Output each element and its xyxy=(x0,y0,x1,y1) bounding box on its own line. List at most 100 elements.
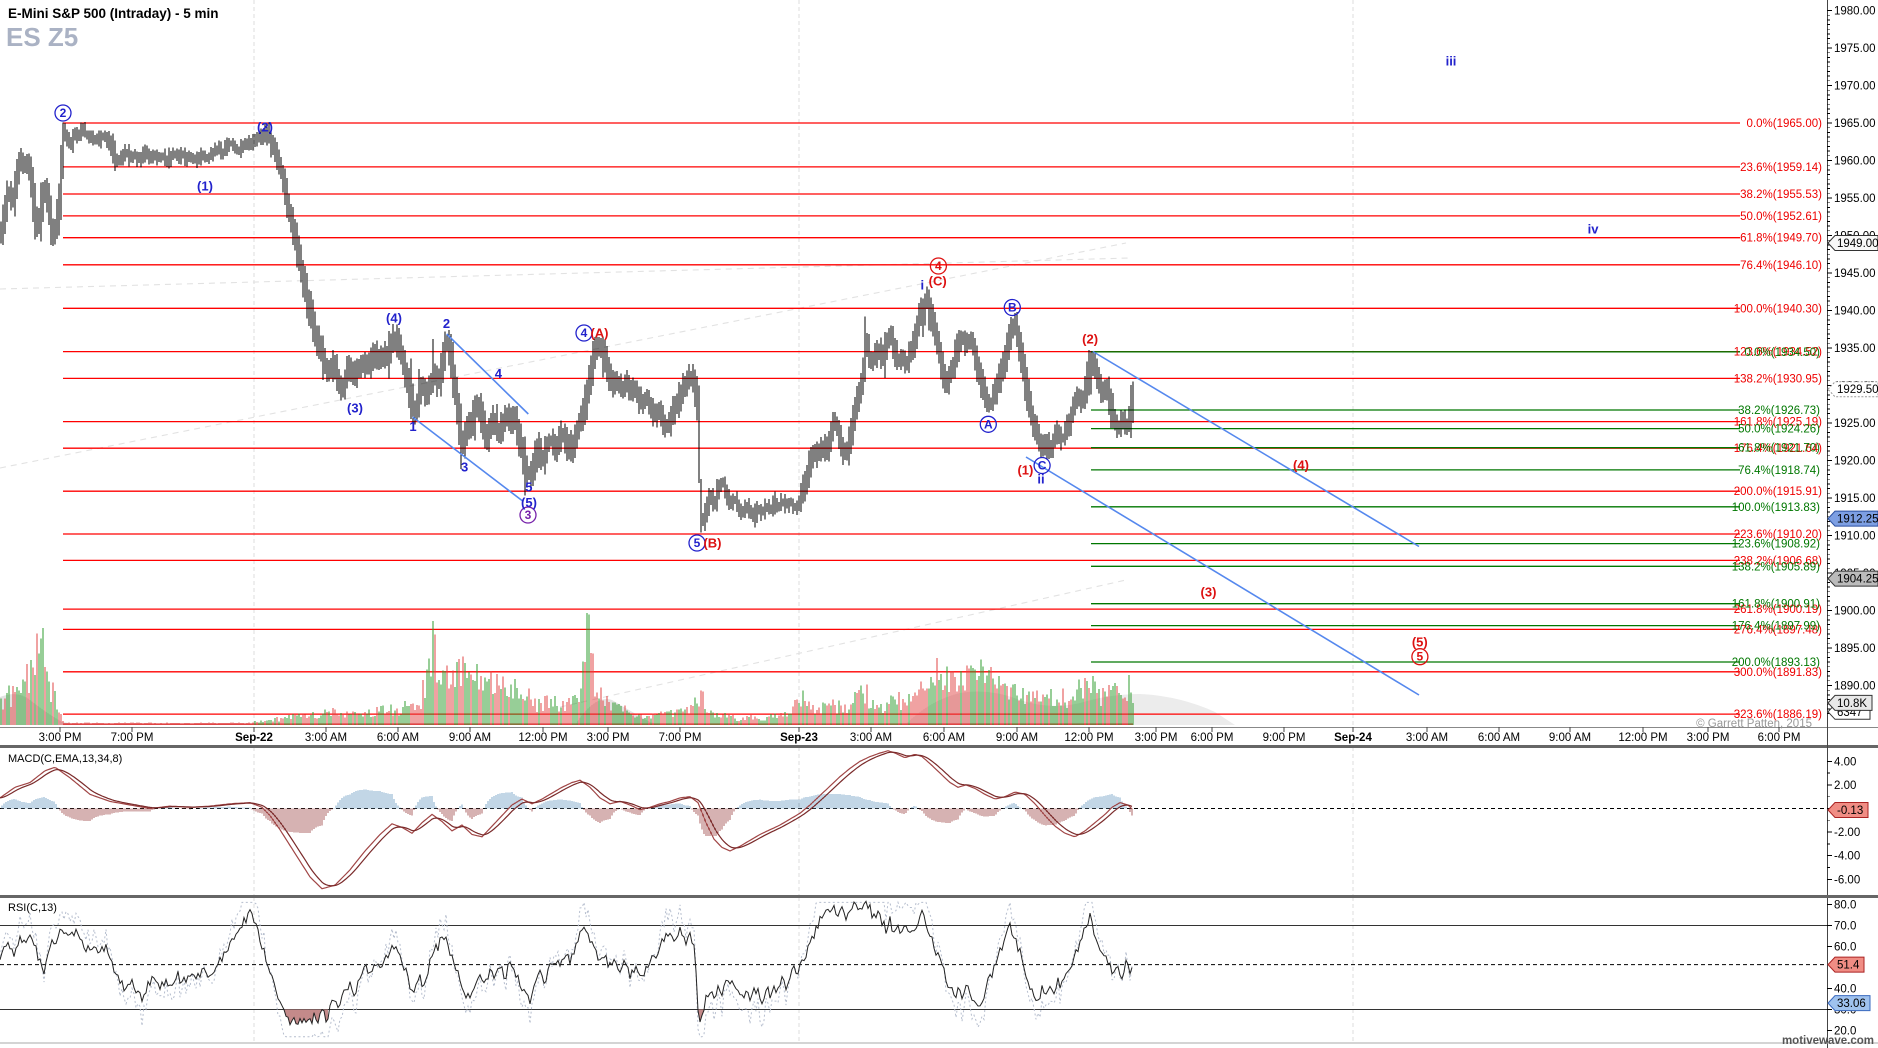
svg-text:4.00: 4.00 xyxy=(1834,756,1856,768)
svg-text:(1): (1) xyxy=(1017,463,1033,478)
svg-text:1904.25: 1904.25 xyxy=(1837,574,1878,586)
svg-text:0.0%(1965.00): 0.0%(1965.00) xyxy=(1747,118,1823,130)
svg-text:10.8K: 10.8K xyxy=(1837,698,1867,710)
svg-text:6:00 PM: 6:00 PM xyxy=(1191,732,1234,744)
svg-text:3:00 PM: 3:00 PM xyxy=(1135,732,1178,744)
svg-text:1900.00: 1900.00 xyxy=(1834,606,1876,618)
svg-text:50.0%(1952.61): 50.0%(1952.61) xyxy=(1740,211,1822,223)
svg-text:3:00 AM: 3:00 AM xyxy=(1406,732,1448,744)
svg-text:5: 5 xyxy=(694,536,701,550)
svg-text:138.2%(1930.95): 138.2%(1930.95) xyxy=(1734,373,1822,385)
svg-text:12:00 PM: 12:00 PM xyxy=(1618,732,1667,744)
svg-text:50.0%(1924.26): 50.0%(1924.26) xyxy=(1738,424,1820,436)
svg-text:7:00 PM: 7:00 PM xyxy=(659,732,702,744)
svg-text:76.4%(1946.10): 76.4%(1946.10) xyxy=(1740,260,1822,272)
svg-text:4: 4 xyxy=(495,366,503,381)
svg-text:76.4%(1918.74): 76.4%(1918.74) xyxy=(1738,465,1820,477)
svg-text:(3): (3) xyxy=(1201,585,1217,600)
svg-text:38.2%(1926.73): 38.2%(1926.73) xyxy=(1738,405,1820,417)
svg-text:2.00: 2.00 xyxy=(1834,780,1856,792)
svg-text:1975.00: 1975.00 xyxy=(1834,43,1876,55)
svg-text:1935.00: 1935.00 xyxy=(1834,343,1876,355)
svg-text:20.0: 20.0 xyxy=(1834,1026,1856,1038)
svg-text:1929.50: 1929.50 xyxy=(1837,384,1878,396)
svg-text:1925.00: 1925.00 xyxy=(1834,418,1876,430)
svg-text:40.0: 40.0 xyxy=(1834,984,1856,996)
svg-text:100.0%(1913.83): 100.0%(1913.83) xyxy=(1732,502,1820,514)
svg-text:5: 5 xyxy=(525,479,532,494)
svg-text:6:00 AM: 6:00 AM xyxy=(377,732,419,744)
svg-text:3: 3 xyxy=(525,508,532,522)
svg-text:1980.00: 1980.00 xyxy=(1834,6,1876,18)
svg-text:138.2%(1905.89): 138.2%(1905.89) xyxy=(1732,561,1820,573)
svg-text:4: 4 xyxy=(581,326,588,340)
svg-text:(C): (C) xyxy=(929,274,947,289)
svg-text:(4): (4) xyxy=(1293,458,1309,473)
svg-text:i: i xyxy=(920,278,924,293)
svg-text:(A): (A) xyxy=(590,326,608,341)
svg-text:1: 1 xyxy=(409,419,416,434)
svg-text:276.4%(1897.48): 276.4%(1897.48) xyxy=(1734,624,1822,636)
svg-text:223.6%(1910.20): 223.6%(1910.20) xyxy=(1734,529,1822,541)
svg-text:1955.00: 1955.00 xyxy=(1834,193,1876,205)
svg-text:1960.00: 1960.00 xyxy=(1834,156,1876,168)
svg-text:3:00 PM: 3:00 PM xyxy=(1687,732,1730,744)
svg-text:RSI(C,13): RSI(C,13) xyxy=(8,902,57,914)
svg-text:(2): (2) xyxy=(1082,331,1098,346)
svg-text:9:00 AM: 9:00 AM xyxy=(996,732,1038,744)
svg-text:323.6%(1886.19): 323.6%(1886.19) xyxy=(1734,709,1822,721)
svg-text:238.2%(1906.68): 238.2%(1906.68) xyxy=(1734,555,1822,567)
svg-text:2: 2 xyxy=(60,106,67,120)
svg-text:1949.00: 1949.00 xyxy=(1837,238,1878,250)
svg-text:2: 2 xyxy=(443,316,450,331)
svg-text:motivewave.com: motivewave.com xyxy=(1782,1035,1874,1047)
svg-text:1945.00: 1945.00 xyxy=(1834,268,1876,280)
svg-text:1920.00: 1920.00 xyxy=(1834,456,1876,468)
svg-text:200.0%(1893.13): 200.0%(1893.13) xyxy=(1732,657,1820,669)
svg-text:ES Z5: ES Z5 xyxy=(6,22,78,52)
svg-text:123.6%(1908.92): 123.6%(1908.92) xyxy=(1732,539,1820,551)
svg-text:6:00 AM: 6:00 AM xyxy=(923,732,965,744)
svg-text:300.0%(1891.83): 300.0%(1891.83) xyxy=(1734,667,1822,679)
svg-text:6:00 AM: 6:00 AM xyxy=(1478,732,1520,744)
svg-text:ii: ii xyxy=(1037,472,1044,487)
svg-text:(5): (5) xyxy=(521,495,537,510)
svg-text:123.6%(1934.52): 123.6%(1934.52) xyxy=(1734,347,1822,359)
svg-text:1965.00: 1965.00 xyxy=(1834,118,1876,130)
svg-text:60.0: 60.0 xyxy=(1834,942,1856,954)
svg-text:61.8%(1949.70): 61.8%(1949.70) xyxy=(1740,233,1822,245)
svg-text:6:00 PM: 6:00 PM xyxy=(1758,732,1801,744)
svg-text:9:00 AM: 9:00 AM xyxy=(1549,732,1591,744)
svg-text:-0.13: -0.13 xyxy=(1837,805,1863,817)
svg-text:3:00 PM: 3:00 PM xyxy=(587,732,630,744)
svg-text:3:00 PM: 3:00 PM xyxy=(39,732,82,744)
svg-text:61.8%(1921.70): 61.8%(1921.70) xyxy=(1738,443,1820,455)
svg-text:33.06: 33.06 xyxy=(1837,998,1866,1010)
svg-text:(2): (2) xyxy=(257,120,273,135)
svg-text:12:00 PM: 12:00 PM xyxy=(1064,732,1113,744)
svg-text:80.0: 80.0 xyxy=(1834,900,1856,912)
svg-text:Sep-23: Sep-23 xyxy=(780,732,818,744)
svg-text:1970.00: 1970.00 xyxy=(1834,81,1876,93)
svg-text:C: C xyxy=(1038,459,1047,473)
svg-text:1940.00: 1940.00 xyxy=(1834,306,1876,318)
svg-text:261.8%(1900.19): 261.8%(1900.19) xyxy=(1734,604,1822,616)
svg-text:161.8%(1925.19): 161.8%(1925.19) xyxy=(1734,417,1822,429)
svg-text:(B): (B) xyxy=(703,536,721,551)
svg-text:23.6%(1959.14): 23.6%(1959.14) xyxy=(1740,162,1822,174)
svg-text:iv: iv xyxy=(1588,222,1600,237)
svg-text:1890.00: 1890.00 xyxy=(1834,681,1876,693)
svg-text:(1): (1) xyxy=(197,179,213,194)
svg-text:200.0%(1915.91): 200.0%(1915.91) xyxy=(1734,486,1822,498)
svg-text:1895.00: 1895.00 xyxy=(1834,643,1876,655)
svg-text:51.4: 51.4 xyxy=(1837,960,1860,972)
svg-text:7:00 PM: 7:00 PM xyxy=(111,732,154,744)
svg-text:E-Mini S&P 500 (Intraday) - 5: E-Mini S&P 500 (Intraday) - 5 min xyxy=(8,6,219,21)
svg-text:176.4%(1897.99): 176.4%(1897.99) xyxy=(1732,621,1820,633)
svg-text:1910.00: 1910.00 xyxy=(1834,531,1876,543)
svg-text:1912.25: 1912.25 xyxy=(1837,514,1878,526)
svg-text:176.4%(1921.64): 176.4%(1921.64) xyxy=(1734,443,1822,455)
svg-text:iii: iii xyxy=(1446,54,1457,69)
svg-text:(4): (4) xyxy=(386,311,402,326)
svg-text:70.0: 70.0 xyxy=(1834,921,1856,933)
